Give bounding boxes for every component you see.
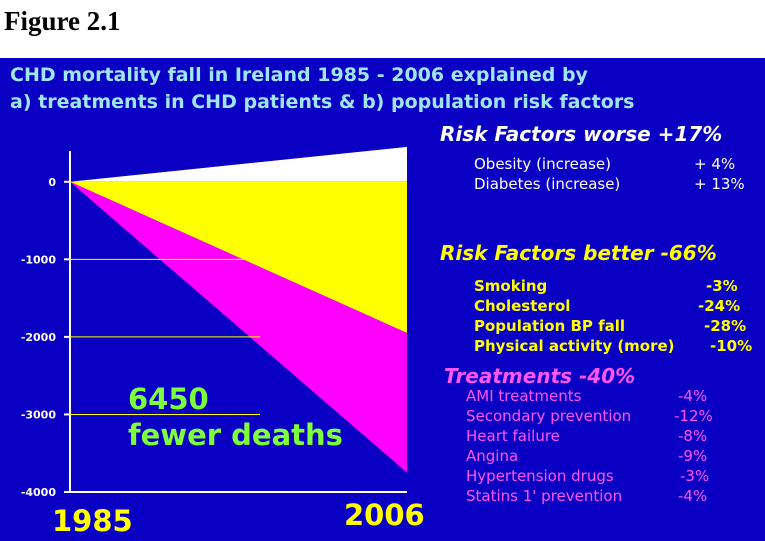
item-value: -4% [678,387,708,405]
item-label: Physical activity (more) [474,337,675,355]
slide: CHD mortality fall in Ireland 1985 - 200… [0,58,765,541]
item-label: Obesity (increase) [474,155,611,173]
list-item: AMI treatments -4% [466,387,707,405]
list-item: Angina -9% [466,447,707,465]
section-heading-worse: Risk Factors worse +17% [440,122,723,146]
list-item: Secondary prevention -12% [466,407,713,425]
list-item: Smoking -3% [474,277,738,295]
annotation-line-2: fewer deaths [128,418,343,452]
area-risk-worse [70,146,407,182]
y-tick-label: -2000 [21,331,57,344]
x-tick-label-end: 2006 [344,498,425,532]
item-label: Heart failure [466,427,560,445]
y-tick-label: -3000 [21,408,57,421]
item-label: Cholesterol [474,297,571,315]
item-value: -9% [678,447,708,465]
item-value: + 13% [694,175,745,193]
y-tick-label: -4000 [21,486,57,499]
item-label: Hypertension drugs [466,467,614,485]
list-item: Heart failure -8% [466,427,707,445]
item-label: Population BP fall [474,317,626,335]
slide-title-line-2: a) treatments in CHD patients & b) popul… [10,91,635,113]
item-value: -28% [704,317,747,335]
section-heading-treatments: Treatments -40% [444,364,636,388]
item-value: + 4% [694,155,736,173]
slide-title-line-1: CHD mortality fall in Ireland 1985 - 200… [10,64,588,86]
item-label: Statins 1' prevention [466,487,623,505]
item-value: -24% [698,297,741,315]
list-item: Physical activity (more) -10% [474,337,752,355]
item-value: -8% [678,427,708,445]
y-tick-label: 0 [48,176,56,189]
y-tick-label: -1000 [21,253,57,266]
item-label: Secondary prevention [466,407,632,425]
section-heading-better: Risk Factors better -66% [440,241,717,265]
list-item: Population BP fall -28% [474,317,746,335]
item-value: -12% [674,407,713,425]
mortality-chart: 0 -1000 -2000 -3000 -4000 [21,146,407,499]
area-risk-better [70,181,407,334]
item-value: -4% [678,487,708,505]
list-item: Cholesterol -24% [474,297,740,315]
list-item: Hypertension drugs -3% [466,467,709,485]
list-item: Obesity (increase) + 4% [474,155,735,173]
x-tick-label-start: 1985 [52,504,133,538]
item-label: Angina [466,447,519,465]
annotation-line-1: 6450 [128,382,209,416]
item-value: -10% [710,337,753,355]
figure-label: Figure 2.1 [4,6,121,36]
item-label: Smoking [474,277,548,295]
list-item: Diabetes (increase) + 13% [474,175,745,193]
item-label: AMI treatments [466,387,582,405]
item-value: -3% [706,277,738,295]
item-value: -3% [680,467,710,485]
list-item: Statins 1' prevention -4% [466,487,707,505]
item-label: Diabetes (increase) [474,175,621,193]
area-treatments [70,181,407,473]
